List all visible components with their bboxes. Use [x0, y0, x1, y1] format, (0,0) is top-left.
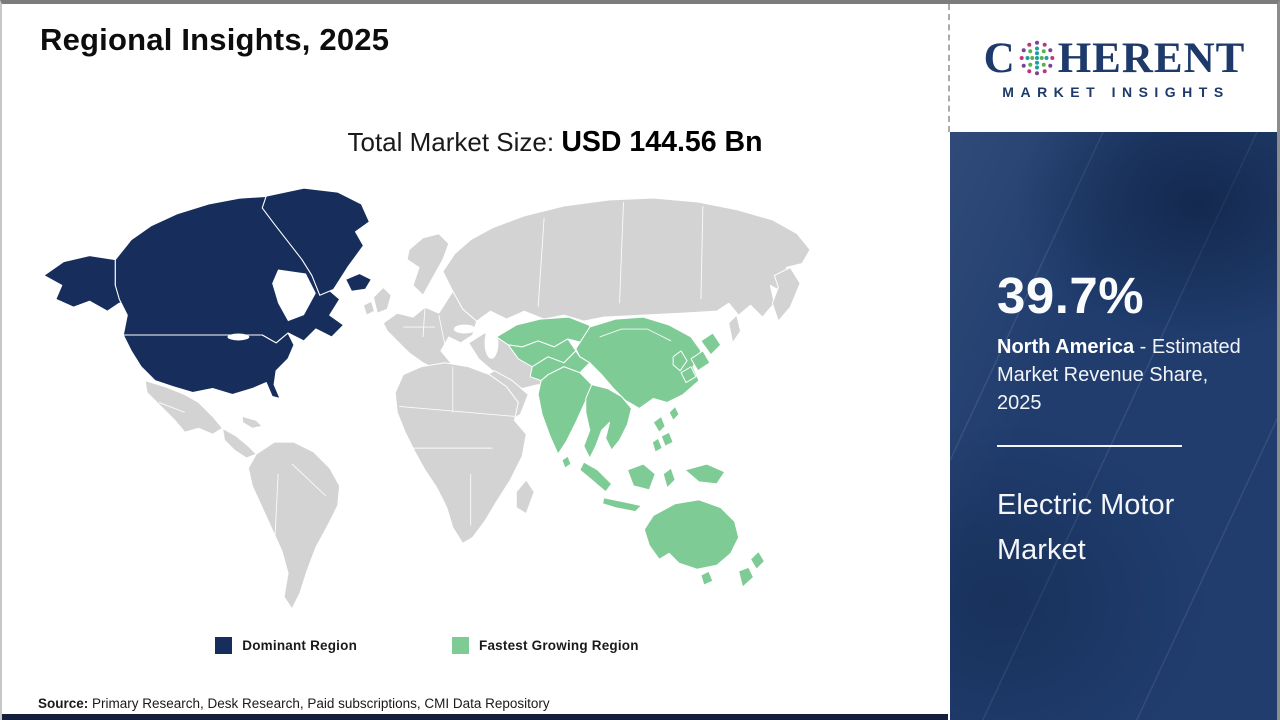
- legend-swatch-dominant: [215, 637, 233, 654]
- globe-dots-icon: [1019, 40, 1055, 76]
- world-map: [28, 176, 822, 623]
- legend-item-fastest-growing: Fastest Growing Region: [452, 637, 639, 654]
- source-label: Source:: [38, 696, 89, 711]
- revenue-share-region: North America: [997, 336, 1135, 358]
- page-title: Regional Insights, 2025: [40, 22, 390, 57]
- bottom-accent-strip: [2, 714, 948, 720]
- revenue-share-description: North America - Estimated Market Revenue…: [997, 333, 1245, 417]
- market-name: Electric Motor Market: [997, 489, 1175, 566]
- total-market-size-label: Total Market Size:: [347, 127, 562, 157]
- revenue-share-text: - Estimated Market Revenue Share, 2025: [997, 336, 1241, 414]
- region-asia-pacific: [495, 316, 765, 588]
- country-border-lines: [158, 201, 704, 556]
- sidebar-divider: [997, 445, 1182, 447]
- total-market-size-value: USD 144.56 Bn: [561, 126, 763, 158]
- main-content-area: Regional Insights, 2025 Total Market Siz…: [2, 4, 948, 720]
- highlight-sidebar: 39.7% North America - Estimated Market R…: [950, 132, 1277, 720]
- brand-logo: C HERENT M: [950, 4, 1277, 132]
- legend-label-dominant: Dominant Region: [242, 638, 358, 653]
- source-line: Source: Primary Research, Desk Research,…: [38, 696, 550, 711]
- brand-logo-word: C HERENT: [984, 37, 1246, 80]
- source-text: Primary Research, Desk Research, Paid su…: [88, 696, 550, 711]
- legend-label-fastest-growing: Fastest Growing Region: [479, 638, 639, 653]
- brand-logo-rest: HERENT: [1057, 34, 1246, 82]
- dashed-separator: [948, 4, 950, 132]
- brand-logo-c: C: [983, 34, 1016, 82]
- region-north-america: [43, 187, 372, 400]
- legend-swatch-fastest-growing: [452, 637, 470, 654]
- world-map-svg: [43, 187, 811, 610]
- revenue-share-value: 39.7%: [997, 267, 1145, 324]
- map-legend: Dominant Region Fastest Growing Region: [32, 637, 822, 654]
- brand-logo-subtitle: MARKET INSIGHTS: [1002, 83, 1230, 100]
- total-market-size: Total Market Size: USD 144.56 Bn: [160, 126, 950, 159]
- legend-item-dominant: Dominant Region: [215, 637, 357, 654]
